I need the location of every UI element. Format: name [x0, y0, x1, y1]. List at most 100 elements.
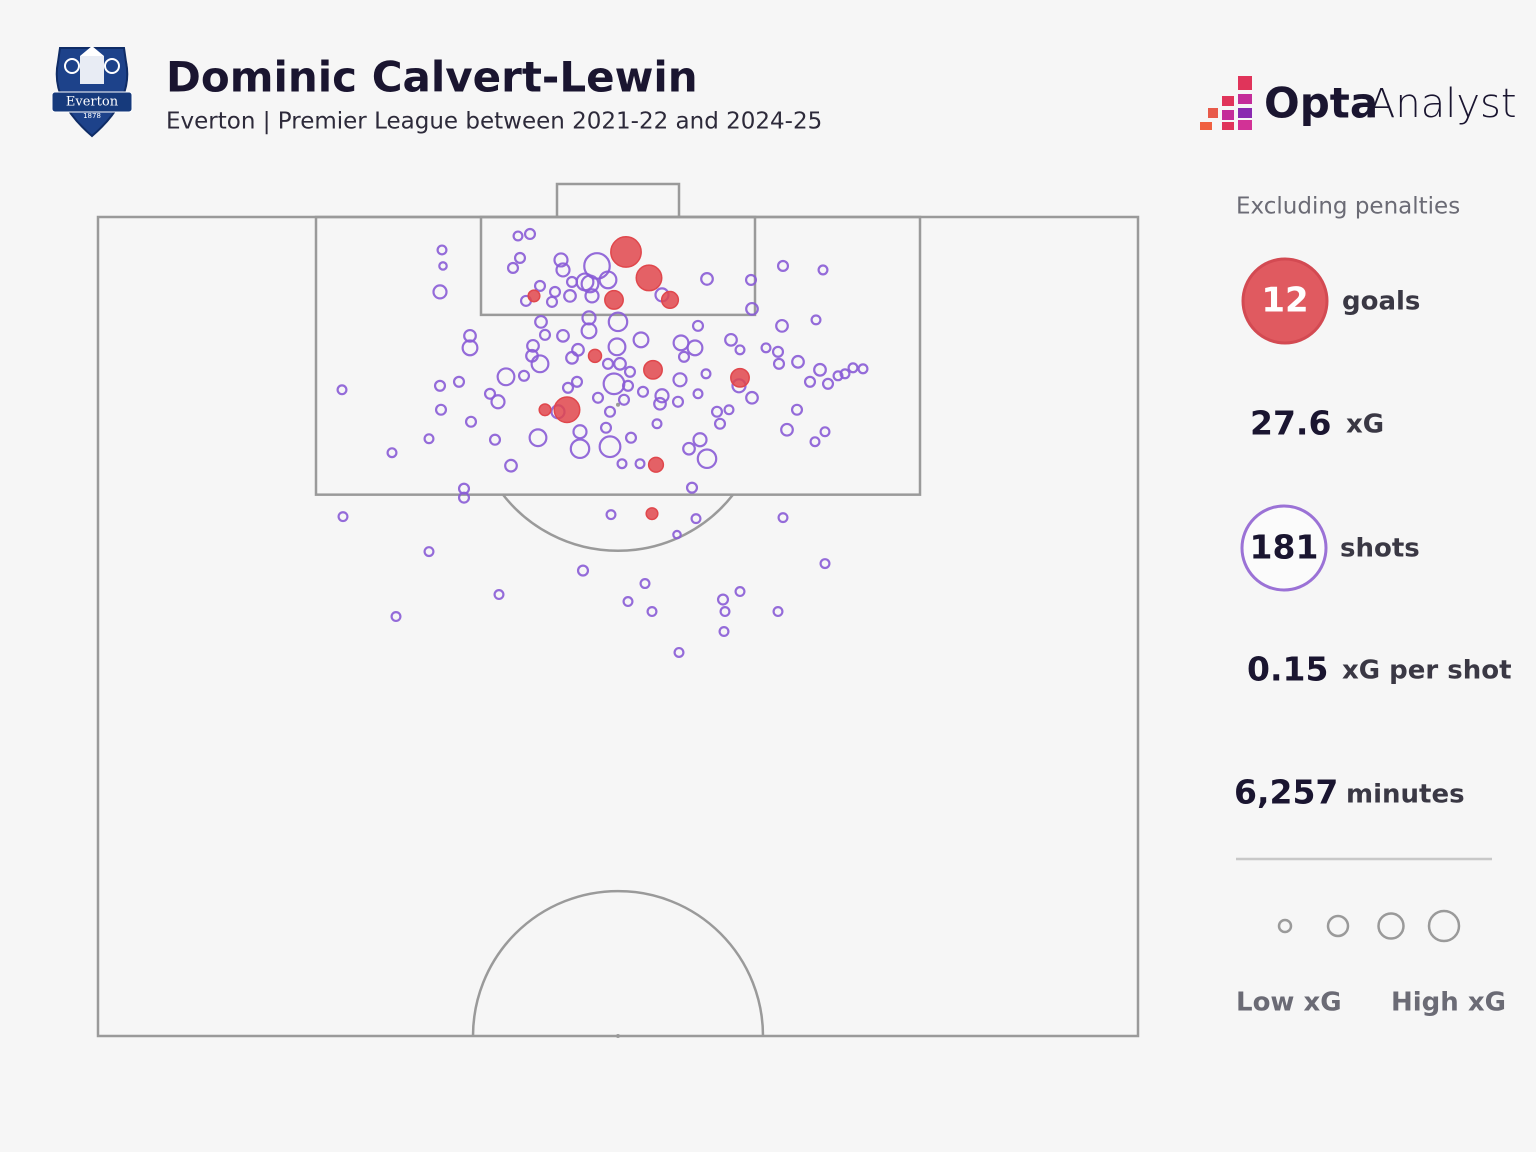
shot [336, 384, 348, 396]
shot [438, 261, 448, 271]
shot [616, 458, 628, 470]
shot [700, 368, 712, 380]
shot [654, 388, 670, 404]
shot [423, 433, 435, 445]
shot [496, 367, 516, 387]
shot [672, 529, 682, 540]
shot [813, 362, 827, 377]
shot [700, 272, 714, 286]
shot [504, 458, 518, 473]
shot [809, 436, 821, 448]
shot [572, 424, 588, 440]
shot [513, 251, 527, 264]
shot [580, 322, 598, 340]
shot [607, 337, 627, 357]
shot [847, 362, 859, 374]
stat-label: shots [1340, 534, 1420, 564]
shot [692, 388, 704, 400]
shot [673, 646, 685, 658]
shot [690, 513, 702, 525]
shot [598, 435, 622, 459]
shot [780, 422, 794, 437]
shot [523, 227, 537, 241]
shot [517, 369, 531, 382]
shot [713, 417, 727, 430]
stat-label: goals [1342, 287, 1420, 317]
shot [463, 328, 477, 343]
stats-panel: Excluding penalties 12 goals 27.6 xG 181… [1234, 194, 1512, 1018]
shot [857, 363, 869, 375]
shot [724, 332, 738, 347]
centre-circle [471, 889, 765, 1037]
shot [723, 404, 735, 416]
shot [603, 405, 617, 418]
brand-light: Analyst [1368, 81, 1517, 127]
shot [632, 331, 650, 349]
shot [710, 405, 724, 418]
shot [553, 252, 569, 268]
shot [390, 611, 402, 623]
shot [734, 344, 746, 356]
shot [819, 558, 831, 570]
stat-label: xG per shot [1342, 656, 1512, 686]
shot [772, 606, 784, 618]
shot [791, 354, 805, 369]
size-legend [1277, 909, 1461, 943]
shot [545, 295, 559, 308]
shot [790, 403, 804, 416]
stat-value: 6,257 [1234, 773, 1338, 812]
shot [433, 379, 447, 392]
shot [461, 339, 479, 357]
club-crest: Everton 1878 [51, 46, 133, 138]
goal-shot [587, 348, 603, 364]
shot [771, 345, 785, 358]
shot [580, 274, 600, 294]
goal-shot [643, 359, 663, 380]
shot [682, 441, 696, 456]
shot [506, 261, 520, 274]
goal-shot [647, 456, 665, 473]
shot [601, 357, 615, 370]
shots-badge [1240, 504, 1328, 592]
goal-shot [610, 236, 642, 268]
brand-logo: Opta Analyst [1200, 76, 1517, 130]
goal-shot [645, 507, 659, 521]
shot [598, 270, 618, 290]
shot [538, 328, 552, 341]
stat-value: 27.6 [1250, 404, 1331, 443]
shot [584, 288, 600, 304]
stat-label: xG [1346, 410, 1384, 440]
goal-shot [538, 403, 552, 417]
legend-high: High xG [1391, 988, 1506, 1018]
pitch [96, 182, 1140, 1038]
shot [526, 338, 540, 353]
shot [817, 264, 829, 276]
shot [685, 481, 699, 494]
legend-low: Low xG [1236, 988, 1342, 1018]
shot [803, 375, 817, 388]
shot [810, 314, 822, 326]
shot [613, 356, 627, 371]
shot [821, 377, 835, 390]
shot [671, 395, 685, 408]
goal-shot [604, 289, 624, 310]
shot [646, 606, 658, 618]
shot [556, 328, 570, 343]
panel-note: Excluding penalties [1236, 194, 1460, 220]
shot [653, 396, 667, 411]
shot [696, 448, 718, 470]
shot [623, 365, 637, 378]
shot [457, 491, 471, 504]
shot [337, 511, 349, 523]
chart-subtitle: Everton | Premier League between 2021-22… [166, 109, 822, 135]
shot [621, 379, 635, 392]
shot [493, 589, 505, 601]
shot [744, 273, 758, 286]
shot [563, 289, 577, 303]
shot [639, 578, 651, 590]
shot [534, 314, 548, 329]
six-yard-box [479, 215, 757, 317]
shot [565, 350, 579, 365]
shot [591, 391, 605, 404]
shot [452, 375, 466, 388]
